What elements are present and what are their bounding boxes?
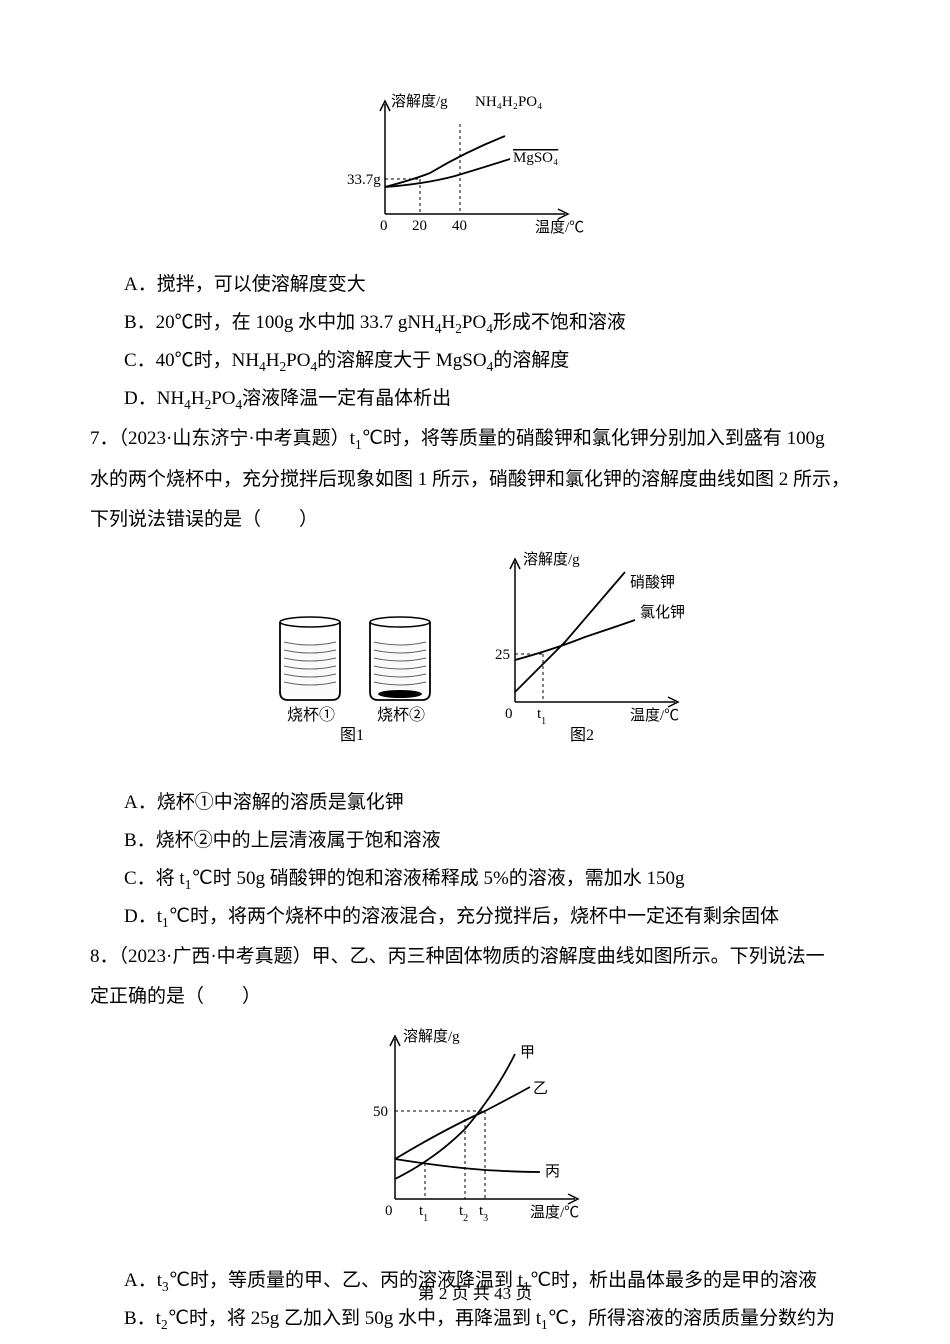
q8-xtick2: t2 bbox=[459, 1203, 468, 1224]
q7r-series2: 氯化钾 bbox=[640, 604, 685, 621]
page-footer: 第 2 页 共 43 页 bbox=[0, 1278, 950, 1310]
q6-y-label: 溶解度/g bbox=[391, 93, 448, 110]
q7r-x-label: 温度/℃ bbox=[630, 707, 679, 724]
fig1-caption: 图1 bbox=[340, 727, 364, 744]
q8-diagram: 溶解度/g 温度/℃ 甲 乙 丙 50 0 t1 t2 t3 bbox=[90, 1019, 860, 1252]
q8-series-yi: 乙 bbox=[533, 1081, 548, 1097]
q8-ytick: 50 bbox=[373, 1104, 388, 1120]
q7-option-b: B．烧杯②中的上层清液属于饱和溶液 bbox=[124, 823, 860, 859]
q7-option-d: D．t1℃时，将两个烧杯中的溶液混合，充分搅拌后，烧杯中一定还有剩余固体 bbox=[124, 899, 860, 935]
q8-xtick3: t3 bbox=[479, 1203, 488, 1224]
q6-option-d: D．NH4H2PO4溶液降温一定有晶体析出 bbox=[124, 381, 860, 417]
q7-stem-line2: 水的两个烧杯中，充分搅拌后现象如图 1 所示，硝酸钾和氯化钾的溶解度曲线如图 2… bbox=[90, 462, 860, 498]
q8-stem-line1: 8．（2023·广西·中考真题）甲、乙、丙三种固体物质的溶解度曲线如图所示。下列… bbox=[90, 939, 860, 975]
text: 形成不饱和溶液 bbox=[493, 312, 626, 333]
beaker1-label: 烧杯① bbox=[287, 706, 335, 724]
q7-options: A．烧杯①中溶解的溶质是氯化钾 B．烧杯②中的上层清液属于饱和溶液 C．将 t1… bbox=[90, 785, 860, 935]
q8-xtick0: 0 bbox=[385, 1203, 393, 1219]
q7r-xtick1: t1 bbox=[537, 706, 546, 727]
text: B．20℃时，在 100g 水中加 33.7 gNH bbox=[124, 312, 435, 333]
text: 的溶解度 bbox=[493, 350, 569, 371]
text: 溶液降温一定有晶体析出 bbox=[242, 388, 451, 409]
q6-xtick0: 0 bbox=[380, 218, 388, 234]
q6-chart-svg: 溶解度/g 温度/℃ 33.7g 0 20 40 NH₄H₂PO₄ MgSO₄ bbox=[335, 84, 615, 244]
q6-x-label: 温度/℃ bbox=[535, 219, 584, 236]
text: D．t bbox=[124, 906, 162, 927]
q8-series-bing: 丙 bbox=[545, 1164, 560, 1180]
q8-svg: 溶解度/g 温度/℃ 甲 乙 丙 50 0 t1 t2 t3 bbox=[335, 1019, 615, 1239]
page: 溶解度/g 温度/℃ 33.7g 0 20 40 NH₄H₂PO₄ MgSO₄ … bbox=[0, 0, 950, 1344]
text: B．t bbox=[124, 1308, 161, 1329]
q7-option-a: A．烧杯①中溶解的溶质是氯化钾 bbox=[124, 785, 860, 821]
beaker2-label: 烧杯② bbox=[377, 706, 425, 724]
q6-options: A．搅拌，可以使溶解度变大 B．20℃时，在 100g 水中加 33.7 gNH… bbox=[90, 267, 860, 417]
fig2-caption: 图2 bbox=[570, 727, 594, 744]
text: ℃时 50g 硝酸钾的饱和溶液稀释成 5%的溶液，需加水 150g bbox=[191, 868, 684, 889]
q7-svg: 烧杯① 烧杯② 图1 bbox=[235, 542, 715, 762]
text: 的溶解度大于 MgSO bbox=[317, 350, 486, 371]
text: ℃时，将两个烧杯中的溶液混合，充分搅拌后，烧杯中一定还有剩余固体 bbox=[169, 906, 779, 927]
text: D．NH bbox=[124, 388, 184, 409]
q7-stem-line3: 下列说法错误的是（ ） bbox=[90, 502, 860, 538]
text: ℃时，将 25g 乙加入到 50g 水中，再降温到 t bbox=[168, 1308, 541, 1329]
text: 7．（2023·山东济宁·中考真题）t bbox=[90, 428, 355, 449]
q7r-xtick0: 0 bbox=[505, 706, 513, 722]
q7r-ytick: 25 bbox=[495, 647, 510, 663]
q6-series-bot: MgSO₄ bbox=[513, 150, 558, 166]
q7-option-c: C．将 t1℃时 50g 硝酸钾的饱和溶液稀释成 5%的溶液，需加水 150g bbox=[124, 861, 860, 897]
q7r-series1: 硝酸钾 bbox=[630, 574, 675, 591]
text: C．将 t bbox=[124, 868, 185, 889]
q8-x-label: 温度/℃ bbox=[530, 1204, 579, 1221]
q6-option-a: A．搅拌，可以使溶解度变大 bbox=[124, 267, 860, 303]
q6-series-top: NH₄H₂PO₄ bbox=[475, 94, 542, 110]
q6-diagram: 溶解度/g 温度/℃ 33.7g 0 20 40 NH₄H₂PO₄ MgSO₄ bbox=[90, 84, 860, 257]
q8-y-label: 溶解度/g bbox=[403, 1028, 460, 1045]
q6-option-b: B．20℃时，在 100g 水中加 33.7 gNH4H2PO4形成不饱和溶液 bbox=[124, 305, 860, 341]
text: C．40℃时，NH bbox=[124, 350, 259, 371]
q7r-y-label: 溶解度/g bbox=[523, 551, 580, 568]
q7-diagram: 烧杯① 烧杯② 图1 bbox=[90, 542, 860, 775]
q8-stem-line2: 定正确的是（ ） bbox=[90, 979, 860, 1015]
beaker-2-group bbox=[370, 617, 430, 700]
beaker-1-group bbox=[280, 617, 340, 700]
q6-y-tick: 33.7g bbox=[347, 172, 381, 188]
q7-stem: 7．（2023·山东济宁·中考真题）t1℃时，将等质量的硝酸钾和氯化钾分别加入到… bbox=[90, 421, 860, 457]
text: ℃时，将等质量的硝酸钾和氯化钾分别加入到盛有 100g bbox=[362, 428, 825, 449]
q6-xtick1: 20 bbox=[412, 218, 427, 234]
text: ℃，所得溶液的溶质质量分数约为 bbox=[548, 1308, 835, 1329]
q8-xtick1: t1 bbox=[419, 1203, 428, 1224]
q7-right-chart: 溶解度/g 温度/℃ 硝酸钾 氯化钾 25 0 t1 图2 bbox=[495, 551, 685, 744]
q6-xtick2: 40 bbox=[452, 218, 467, 234]
q6-option-c: C．40℃时，NH4H2PO4的溶解度大于 MgSO4的溶解度 bbox=[124, 343, 860, 379]
q8-series-jia: 甲 bbox=[520, 1045, 535, 1061]
